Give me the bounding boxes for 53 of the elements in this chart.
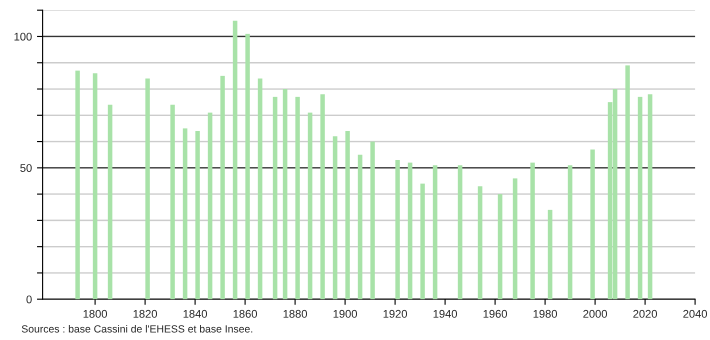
bar [258,78,262,300]
bar [498,194,502,300]
bar [478,186,482,300]
bar [548,210,552,300]
bar [245,34,250,300]
bar [625,65,630,300]
bar [232,20,238,300]
bar [408,162,412,300]
bar [75,70,80,300]
bar [370,142,375,300]
source-note: Sources : base Cassini de l'EHESS et base Insee. [22,324,252,333]
bar [648,94,652,300]
bar [638,96,642,300]
bar [395,160,400,300]
x-tick-label: 2020 [633,310,658,318]
bar [320,94,325,300]
x-tick-label: 1940 [434,310,458,318]
y-tick-label: 0 [26,295,32,304]
x-tick-label: 1980 [534,310,558,318]
bar [295,96,300,300]
bar [220,76,225,300]
bar [332,136,338,300]
bar [272,96,278,300]
y-tick-label: 50 [20,164,32,172]
bar [170,104,175,300]
bar [92,73,98,300]
bar [568,165,572,300]
x-tick-label: 1960 [484,310,508,318]
bar [530,162,535,300]
x-tick-label: 2040 [683,310,708,318]
bar [108,104,112,300]
bar [308,112,312,300]
x-tick-label: 1800 [84,310,108,318]
bar [512,178,518,300]
bar [590,149,595,300]
y-tick-label: 100 [14,32,32,41]
bar [420,184,425,300]
bar [345,131,350,300]
x-tick-label: 1860 [234,310,258,318]
bar [358,154,362,300]
x-tick-label: 1920 [384,310,408,318]
x-tick-label: 1880 [284,310,308,318]
bar [145,78,150,300]
bar [208,112,212,300]
x-tick-label: 2000 [583,310,608,318]
bar [458,165,462,300]
bar [195,131,200,300]
bar [432,165,438,300]
x-tick-label: 1900 [334,310,358,318]
bar [182,128,188,300]
x-tick-label: 1840 [184,310,208,318]
x-tick-label: 1820 [134,310,158,318]
bar [282,89,288,300]
